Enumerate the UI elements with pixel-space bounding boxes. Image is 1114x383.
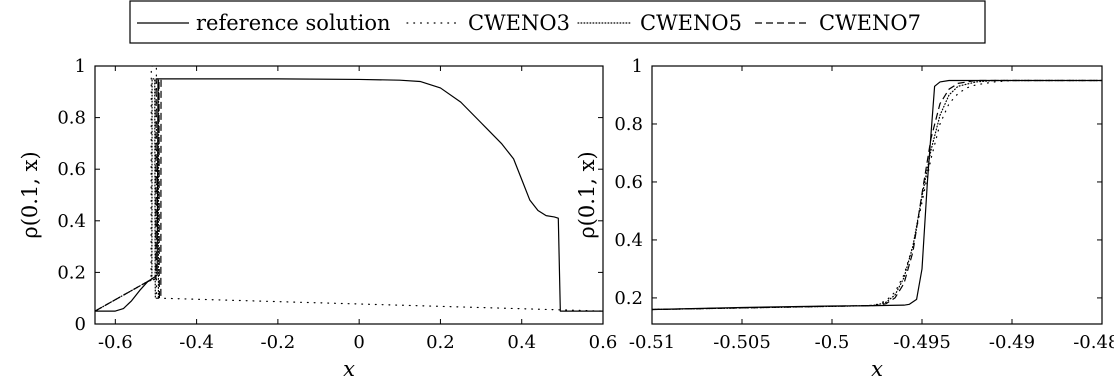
x-axis-label: x: [871, 357, 883, 381]
y-tick-label: 0.6: [57, 159, 86, 180]
series-line-reference-solution: [95, 78, 603, 312]
y-tick-label: 1: [75, 56, 86, 77]
x-tick-label: 0: [353, 332, 364, 353]
legend-label-2: CWENO5: [640, 11, 742, 35]
series-line-reference-solution: [652, 79, 1102, 311]
x-tick-label: 0.6: [589, 332, 618, 353]
x-tick-label: -0.485: [1073, 332, 1114, 353]
legend-label-3: CWENO7: [819, 11, 921, 35]
y-tick-label: 0.8: [57, 108, 86, 129]
series-line-cweno3: [95, 66, 603, 312]
x-tick-label: -0.2: [261, 332, 296, 353]
chart-right: -0.51 -0.505 -0.5 -0.495 -0.49 -0.485 0.2 0.4 0.…: [575, 56, 1114, 381]
y-tick-label: 0.2: [614, 288, 643, 309]
legend-box: [129, 0, 986, 44]
x-tick-label: -0.51: [629, 332, 675, 353]
y-tick-label: 0.6: [614, 172, 643, 193]
axes-frame: [651, 65, 1103, 325]
x-tick-label: -0.49: [989, 332, 1035, 353]
y-axis-label: ρ(0.1, x): [575, 151, 599, 238]
series-line-cweno5: [95, 78, 160, 312]
x-axis-label: x: [343, 357, 355, 381]
x-tick-label: -0.505: [713, 332, 771, 353]
legend: reference solution CWENO3 CWENO5 CWENO7: [129, 0, 986, 44]
y-tick-label: 0.8: [614, 114, 643, 135]
legend-label-0: reference solution: [196, 11, 391, 35]
x-tick-label: 0.2: [426, 332, 455, 353]
y-tick-label: 0: [75, 314, 86, 335]
axes-frame: [94, 65, 604, 325]
series-line-cweno5: [652, 79, 1102, 311]
y-axis-label: ρ(0.1, x): [18, 151, 42, 238]
y-tick-label: 0.4: [57, 211, 86, 232]
x-tick-label: 0.4: [507, 332, 536, 353]
x-tick-label: -0.4: [179, 332, 214, 353]
x-tick-label: -0.495: [893, 332, 951, 353]
series-line-cweno7: [652, 79, 1102, 311]
legend-label-1: CWENO3: [468, 11, 570, 35]
x-tick-label: -0.6: [98, 332, 133, 353]
chart-left: -0.6 -0.4 -0.2 0 0.2 0.4 0.6 0 0.2 0.4 0.6 0.8 1 x ρ(0…: [18, 56, 617, 381]
x-tick-label: -0.5: [815, 332, 850, 353]
series-line-cweno3: [652, 79, 1102, 311]
y-tick-label: 0.4: [614, 230, 643, 251]
y-tick-label: 0.2: [57, 262, 86, 283]
y-tick-label: 1: [632, 56, 643, 77]
